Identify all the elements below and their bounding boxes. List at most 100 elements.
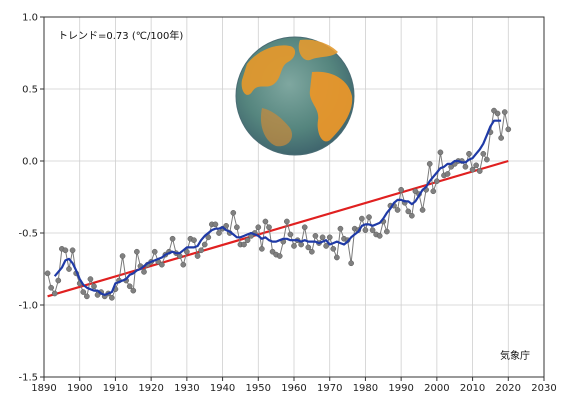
annual-data-point (245, 238, 250, 243)
annual-data-point (202, 242, 207, 247)
annual-data-point (284, 219, 289, 224)
annual-data-point (288, 232, 293, 237)
annual-data-point (231, 210, 236, 215)
annual-data-point (256, 225, 261, 230)
x-tick-label: 1950 (246, 383, 271, 394)
annual-data-point (302, 225, 307, 230)
y-tick-label: -0.5 (18, 229, 38, 240)
annual-data-point (49, 285, 54, 290)
y-tick-label: 0.5 (22, 85, 38, 96)
annual-data-point (502, 109, 507, 114)
annual-data-point (134, 249, 139, 254)
annual-data-point (191, 238, 196, 243)
x-tick-label: 1970 (317, 383, 342, 394)
annual-data-point (409, 213, 414, 218)
x-tick-label: 1960 (281, 383, 306, 394)
annual-data-point (370, 228, 375, 233)
x-tick-label: 1990 (388, 383, 413, 394)
trend-annotation: トレンド=0.73 (℃/100年) (58, 29, 183, 42)
annual-data-point (484, 157, 489, 162)
annual-data-point (159, 262, 164, 267)
annual-data-point (152, 249, 157, 254)
y-tick-label: 0.0 (22, 157, 38, 168)
annual-data-point (234, 225, 239, 230)
annual-data-point (263, 219, 268, 224)
annual-data-point (445, 171, 450, 176)
annual-data-point (45, 271, 50, 276)
annual-data-point (56, 278, 61, 283)
annual-data-point (52, 291, 57, 296)
annual-data-point (338, 226, 343, 231)
x-tick-label: 2000 (424, 383, 449, 394)
y-tick-label: -1.0 (18, 301, 38, 312)
annual-data-point (88, 276, 93, 281)
annual-data-point (463, 164, 468, 169)
annual-data-point (327, 235, 332, 240)
annual-data-point (495, 111, 500, 116)
annual-data-point (499, 135, 504, 140)
annual-data-point (70, 248, 75, 253)
annual-data-point (481, 151, 486, 156)
annual-data-point (331, 246, 336, 251)
annual-data-point (120, 253, 125, 258)
annual-data-point (349, 261, 354, 266)
annual-data-point (131, 288, 136, 293)
y-tick-label: 1.0 (22, 13, 38, 24)
annual-data-point (324, 243, 329, 248)
annual-data-point (66, 266, 71, 271)
annual-data-point (427, 161, 432, 166)
annual-data-point (181, 262, 186, 267)
annual-data-point (109, 295, 114, 300)
annual-data-point (141, 269, 146, 274)
annual-data-point (84, 294, 89, 299)
annual-data-point (399, 187, 404, 192)
x-tick-label: 1940 (210, 383, 235, 394)
x-tick-label: 2010 (460, 383, 485, 394)
annual-data-point (320, 235, 325, 240)
annual-data-point (306, 245, 311, 250)
annual-data-point (384, 229, 389, 234)
x-tick-label: 2020 (496, 383, 521, 394)
annual-data-point (431, 189, 436, 194)
annual-data-point (216, 230, 221, 235)
annual-data-point (63, 248, 68, 253)
x-tick-label: 1920 (138, 383, 163, 394)
annual-data-point (334, 255, 339, 260)
annual-data-point (313, 233, 318, 238)
annual-data-point (309, 249, 314, 254)
annual-data-point (170, 236, 175, 241)
annual-data-point (291, 243, 296, 248)
annual-data-point (91, 284, 96, 289)
annual-data-point (363, 228, 368, 233)
annual-data-point (266, 225, 271, 230)
annual-data-point (195, 253, 200, 258)
annual-data-point (466, 151, 471, 156)
x-tick-label: 1900 (67, 383, 92, 394)
annual-data-point (434, 179, 439, 184)
credit-label: 気象庁 (500, 349, 530, 362)
annual-data-point (127, 284, 132, 289)
y-tick-label: -1.5 (18, 373, 38, 384)
annual-data-point (477, 168, 482, 173)
annual-data-point (420, 207, 425, 212)
x-tick-label: 1930 (174, 383, 199, 394)
annual-data-point (241, 242, 246, 247)
annual-data-point (366, 215, 371, 220)
annual-data-point (81, 289, 86, 294)
annual-data-point (213, 222, 218, 227)
x-tick-label: 2030 (531, 383, 556, 394)
annual-data-point (438, 150, 443, 155)
annual-data-point (199, 248, 204, 253)
annual-data-point (406, 209, 411, 214)
annual-data-point (506, 127, 511, 132)
annual-data-point (359, 216, 364, 221)
annual-data-point (377, 233, 382, 238)
annual-data-point (299, 242, 304, 247)
x-tick-label: 1890 (31, 383, 56, 394)
annual-data-point (259, 246, 264, 251)
annual-data-point (470, 167, 475, 172)
annual-data-point (277, 253, 282, 258)
x-tick-label: 1910 (103, 383, 128, 394)
x-tick-label: 1980 (353, 383, 378, 394)
